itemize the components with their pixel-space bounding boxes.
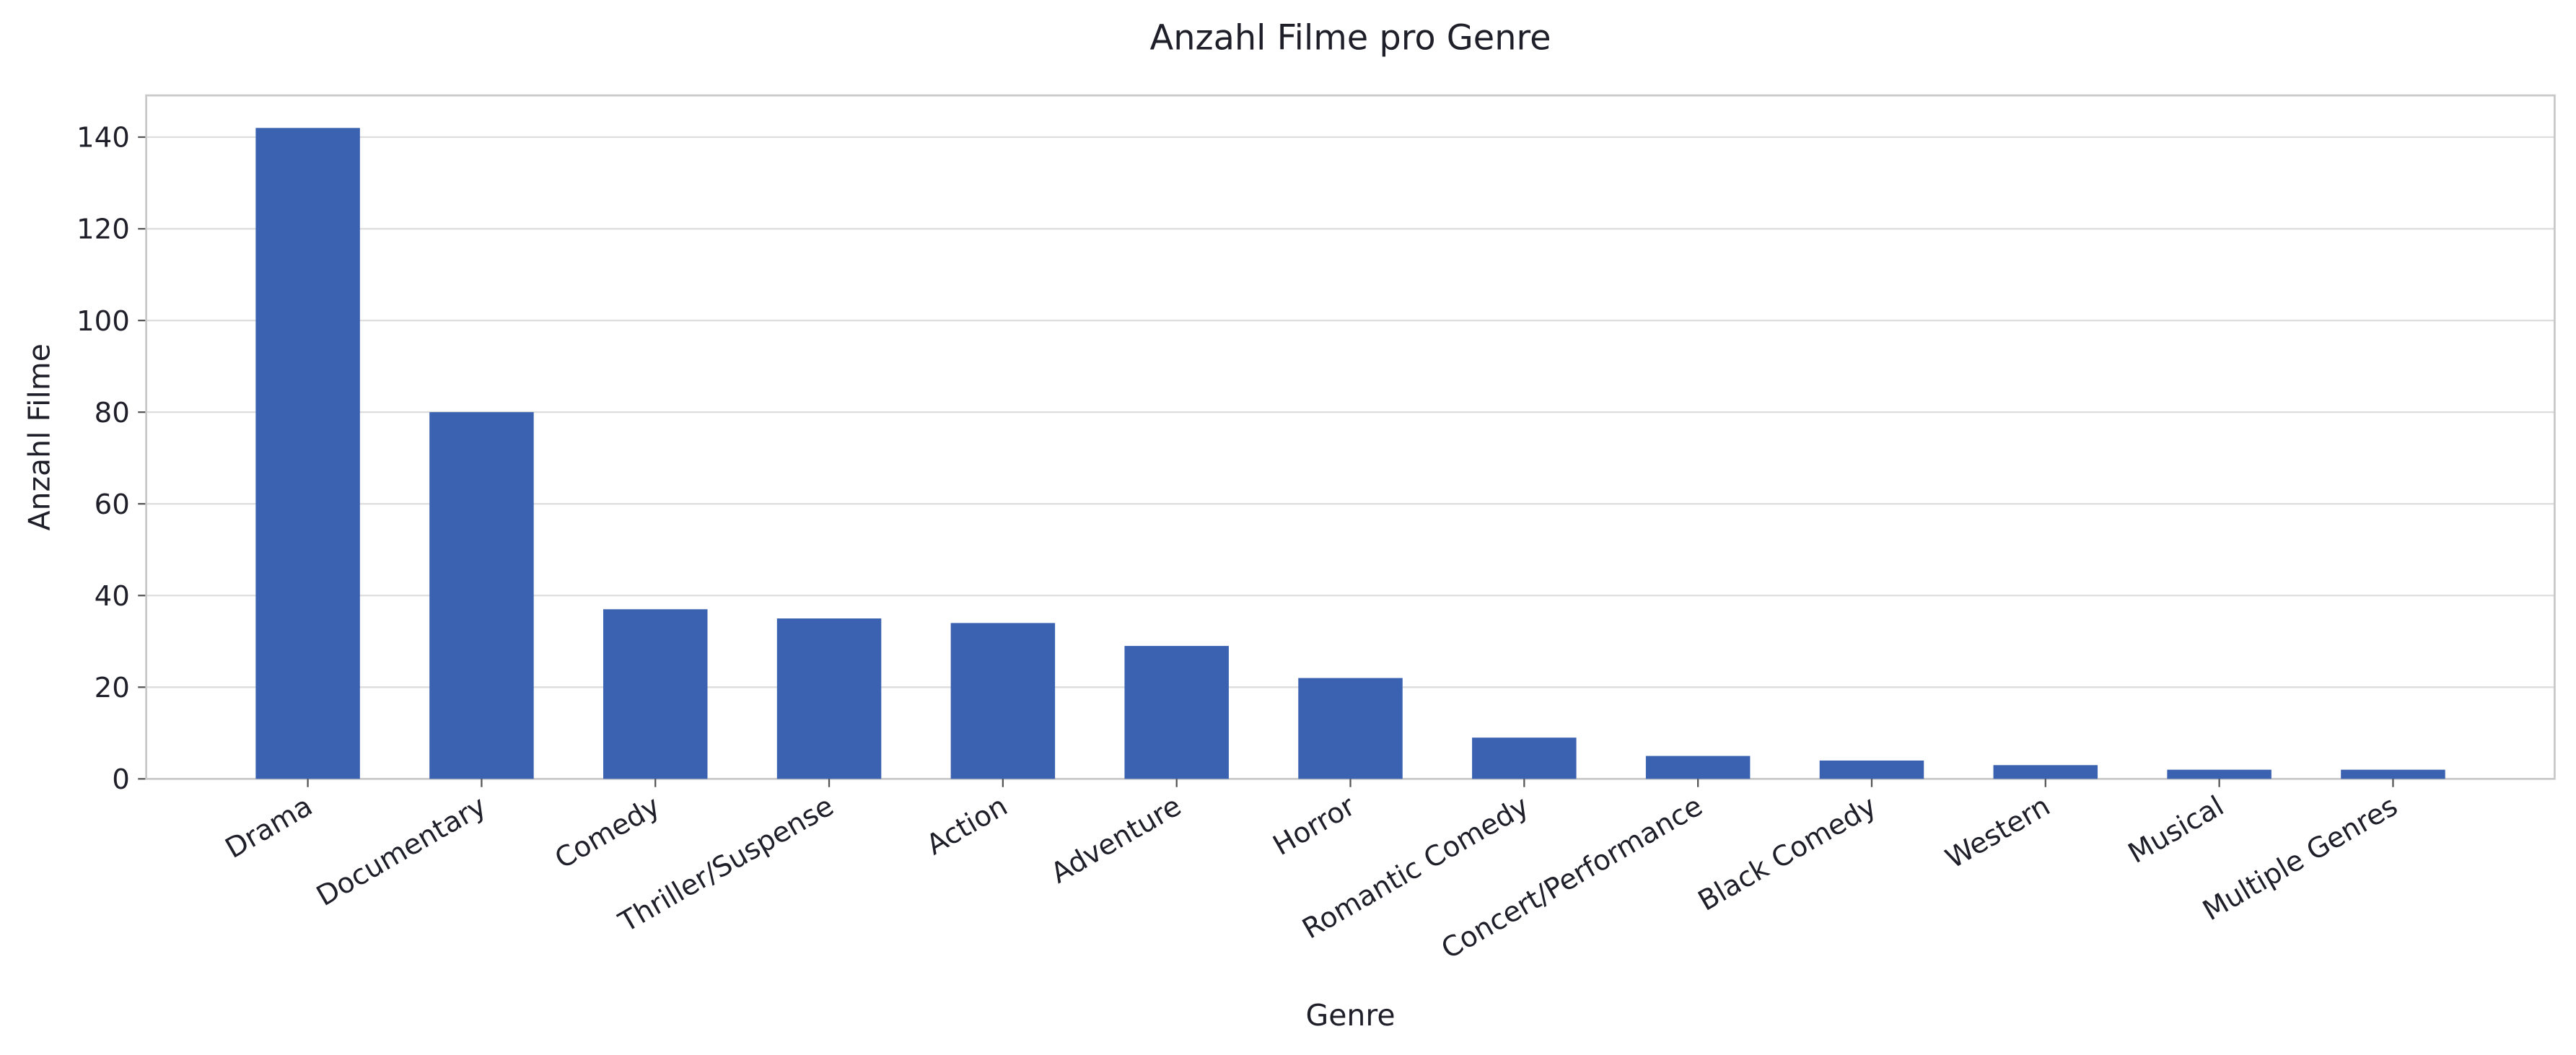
x-tick-label: Western [1940,790,2056,875]
x-tick-label: Multiple Genres [2197,790,2403,928]
bar [1124,646,1229,779]
bar [2167,769,2271,779]
y-tick-label: 100 [76,305,130,338]
bar [1298,678,1403,779]
x-tick-label: Horror [1268,790,1361,862]
bar [1819,760,1924,779]
bar [2341,769,2445,779]
chart-title: Anzahl Filme pro Genre [1150,18,1551,58]
x-axis-label: Genre [1305,998,1395,1033]
x-tick-label: Action [921,790,1013,862]
y-tick-label: 120 [76,214,130,246]
x-tick-label: Adventure [1046,790,1187,890]
y-axis-label: Anzahl Filme [22,343,56,530]
y-tick-label: 0 [112,763,130,796]
x-tick-label: Drama [220,790,318,865]
x-tick-label: Documentary [311,790,491,913]
y-tick-label: 140 [76,122,130,154]
bar [1645,756,1751,779]
y-tick-label: 40 [95,580,130,613]
x-tick-label: Black Comedy [1693,790,1882,918]
y-tick-label: 60 [95,489,130,521]
bar [950,623,1056,779]
y-tick-label: 20 [95,672,130,704]
bar [255,128,360,779]
bar [1472,737,1577,779]
y-tick-label: 80 [95,397,130,429]
x-tick-label: Musical [2123,790,2230,870]
bar [1993,765,2098,779]
x-tick-label: Comedy [550,790,666,876]
bar [603,609,708,779]
bar [429,412,534,779]
bar [776,618,882,779]
